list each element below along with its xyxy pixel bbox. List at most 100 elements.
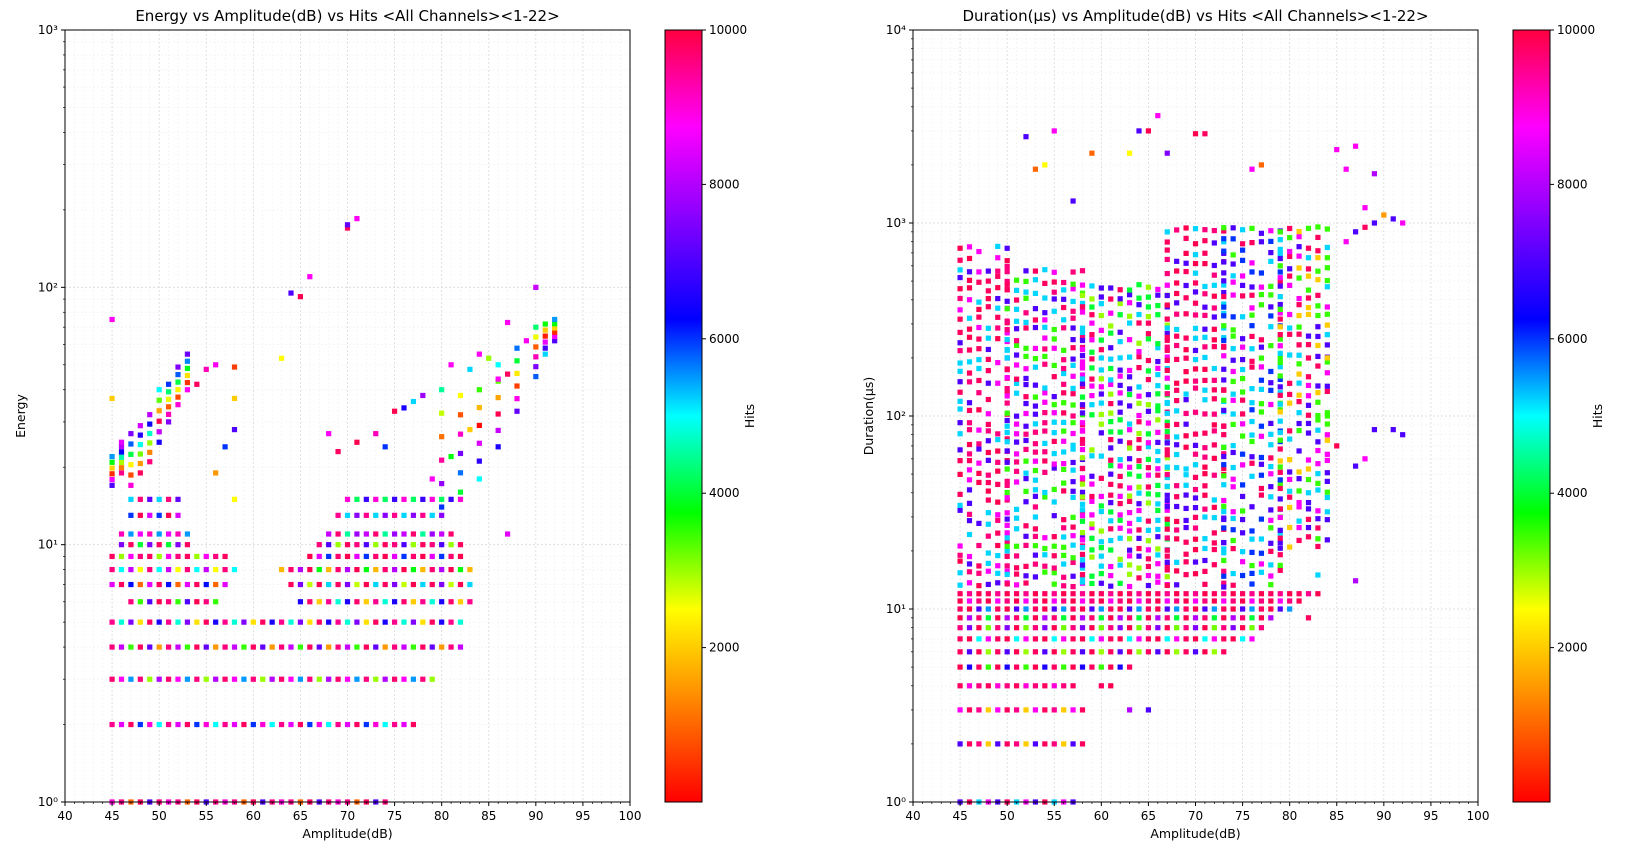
heatmap-cell: [1108, 563, 1114, 570]
heatmap-cell: [1277, 263, 1283, 269]
heatmap-cell: [1230, 261, 1236, 267]
heatmap-cell: [1155, 492, 1161, 498]
heatmap-cell: [1051, 581, 1057, 587]
heatmap-cell: [1230, 421, 1236, 428]
heatmap-cell: [1287, 282, 1293, 288]
heatmap-cell: [995, 606, 1001, 612]
heatmap-cell: [1249, 407, 1255, 413]
heatmap-cell: [1004, 269, 1010, 275]
heatmap-cell: [316, 567, 322, 573]
heatmap-cell: [1023, 423, 1029, 429]
heatmap-cell: [995, 243, 1001, 250]
heatmap-cell: [1117, 562, 1123, 568]
heatmap-cell: [1004, 298, 1010, 304]
heatmap-cell: [1023, 499, 1029, 505]
heatmap-cell: [1230, 582, 1236, 588]
heatmap-cell: [439, 434, 445, 440]
heatmap-cell: [985, 288, 991, 294]
heatmap-cell: [1352, 463, 1359, 469]
heatmap-cell: [1239, 572, 1246, 579]
heatmap-cell: [1305, 374, 1312, 380]
heatmap-cell: [194, 721, 200, 728]
heatmap-cell: [344, 619, 351, 625]
heatmap-cell: [137, 581, 143, 588]
heatmap-cell: [194, 581, 200, 588]
heatmap-cell: [976, 470, 982, 476]
heatmap-cell: [1098, 391, 1104, 397]
heatmap-cell: [1013, 526, 1020, 532]
heatmap-cell: [1230, 476, 1236, 482]
heatmap-cell: [429, 553, 435, 560]
heatmap-cell: [420, 567, 426, 573]
heatmap-cell: [1061, 410, 1067, 416]
heatmap-cell: [1145, 440, 1152, 446]
heatmap-cell: [1145, 128, 1152, 134]
heatmap-cell: [1108, 400, 1114, 407]
heatmap-cell: [278, 721, 285, 728]
heatmap-cell: [1202, 514, 1208, 520]
heatmap-cell: [184, 387, 191, 393]
heatmap-cell: [1192, 356, 1199, 363]
heatmap-cell: [231, 395, 238, 402]
heatmap-cell: [184, 380, 191, 386]
heatmap-cell: [1164, 282, 1170, 288]
heatmap-cell: [1249, 454, 1255, 460]
heatmap-cell: [448, 362, 454, 368]
heatmap-cell: [1277, 458, 1283, 464]
heatmap-cell: [373, 581, 379, 588]
heatmap-cell: [147, 581, 153, 588]
heatmap-cell: [1023, 366, 1029, 372]
heatmap-cell: [966, 269, 973, 275]
heatmap-cell: [1070, 533, 1076, 539]
heatmap-cell: [335, 512, 341, 518]
heatmap-cell: [1117, 463, 1123, 469]
heatmap-cell: [957, 379, 963, 385]
heatmap-cell: [1202, 326, 1208, 332]
heatmap-cell: [1126, 421, 1133, 427]
heatmap-cell: [1108, 547, 1114, 553]
heatmap-cell: [1061, 279, 1067, 286]
heatmap-cell: [1098, 571, 1104, 577]
heatmap-cell: [1183, 466, 1189, 472]
heatmap-cell: [1221, 525, 1227, 531]
heatmap-cell: [1061, 552, 1067, 558]
heatmap-cell: [1089, 525, 1095, 531]
heatmap-cell: [1032, 277, 1039, 283]
heatmap-cell: [1287, 457, 1293, 463]
heatmap-cell: [1324, 244, 1330, 251]
heatmap-cell: [373, 599, 379, 605]
heatmap-cell: [1155, 439, 1161, 445]
heatmap-cell: [241, 644, 247, 650]
heatmap-cell: [1051, 289, 1057, 295]
heatmap-cell: [1324, 437, 1330, 443]
heatmap-cell: [307, 553, 313, 560]
heatmap-cell: [1126, 636, 1133, 642]
heatmap-cell: [1183, 492, 1189, 498]
heatmap-cell: [1023, 649, 1029, 655]
heatmap-cell: [1098, 367, 1104, 373]
heatmap-cell: [1192, 409, 1199, 415]
heatmap-cell: [1126, 606, 1133, 612]
heatmap-cell: [1155, 606, 1161, 612]
heatmap-cell: [1061, 649, 1067, 655]
heatmap-cell: [128, 431, 134, 437]
heatmap-cell: [1126, 562, 1133, 568]
heatmap-cell: [165, 644, 172, 650]
heatmap-cell: [391, 512, 398, 518]
heatmap-cell: [1145, 431, 1152, 437]
heatmap-cell: [1230, 346, 1236, 352]
heatmap-cell: [985, 449, 991, 456]
heatmap-cell: [957, 558, 963, 564]
heatmap-cell: [1032, 166, 1039, 172]
heatmap-cell: [1004, 598, 1010, 604]
heatmap-cell: [1164, 322, 1170, 328]
heatmap-cell: [495, 362, 501, 368]
heatmap-cell: [1004, 482, 1010, 488]
heatmap-cell: [231, 496, 238, 502]
heatmap-cell: [1164, 334, 1170, 340]
heatmap-cell: [165, 567, 172, 573]
heatmap-cell: [1004, 489, 1010, 496]
heatmap-cell: [1192, 625, 1199, 631]
heatmap-cell: [1155, 358, 1161, 365]
heatmap-cell: [326, 531, 332, 537]
